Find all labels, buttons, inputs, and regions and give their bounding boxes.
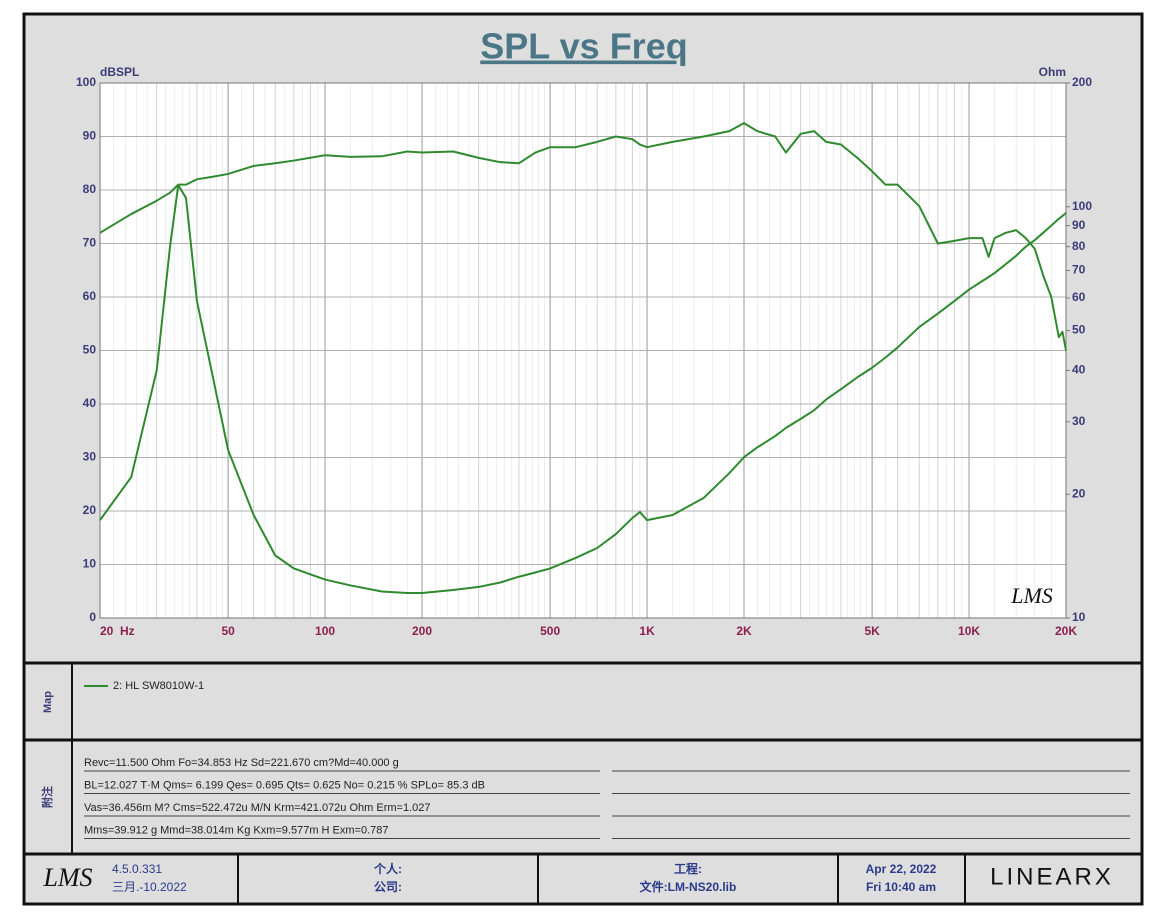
y-axis-label: dBSPL [100,65,139,79]
y2-tick-label: 200 [1072,75,1092,89]
x-tick-label: 200 [412,624,432,638]
y2-tick-label: 100 [1072,199,1092,213]
note-line: Revc=11.500 Ohm Fo=34.853 Hz Sd=221.670 … [84,757,399,769]
y2-tick-label: 70 [1072,263,1086,277]
brand: LINEARX [990,863,1114,890]
note-line: Vas=36.456m M? Cms=522.472u M/N Krm=421.… [84,802,430,814]
y-tick-label: 0 [89,610,96,624]
company: 公司: [374,880,402,894]
x-tick-label: 2K [736,624,752,638]
x-tick-label: 100 [315,624,335,638]
time: Fri 10:40 am [866,880,936,894]
y2-tick-label: 50 [1072,323,1086,337]
person: 个人: [373,861,402,876]
notes: Revc=11.500 Ohm Fo=34.853 Hz Sd=221.670 … [84,757,1130,839]
x-tick-label: 20 Hz [100,624,135,638]
y-tick-label: 20 [83,503,97,517]
footer-logo: LMS [42,863,92,892]
logo: LMS [1010,583,1053,608]
y2-tick-label: 40 [1072,363,1086,377]
x-tick-label: 50 [221,624,235,638]
date: Apr 22, 2022 [866,862,937,876]
y2-tick-label: 20 [1072,486,1086,500]
x-tick-label: 10K [958,624,980,638]
grid [99,82,1067,619]
build-date: 三月.-10.2022 [112,880,187,894]
y2-tick-label: 90 [1072,218,1086,232]
project: 工程: [674,861,702,876]
x-tick-label: 1K [639,624,655,638]
legend-label: 2: HL SW8010W-1 [113,680,204,692]
y-tick-label: 10 [83,557,97,571]
notes-label: 附注 [40,786,54,808]
y2-tick-label: 30 [1072,414,1086,428]
x-tick-label: 20K [1055,624,1077,638]
y-tick-label: 80 [83,182,97,196]
y2-tick-label: 60 [1072,290,1086,304]
series-line [99,122,1067,351]
y-tick-label: 100 [76,75,96,89]
y2-tick-label: 80 [1072,239,1086,253]
x-tick-label: 5K [864,624,880,638]
version: 4.5.0.331 [112,862,162,876]
y-tick-label: 50 [83,343,97,357]
chart-title: SPL vs Freq [480,26,687,67]
footer: LMS 4.5.0.331 三月.-10.2022 个人: 公司: 工程: 文件… [42,854,1114,904]
file: 文件:LM-NS20.lib [640,879,737,894]
series-line [99,183,1067,595]
note-line: Mms=39.912 g Mmd=38.014m Kg Kxm=9.577m H… [84,824,389,836]
y2-tick-label: 10 [1072,610,1086,624]
map-label: Map [42,691,54,713]
y-tick-label: 60 [83,289,97,303]
note-line: BL=12.027 T·M Qms= 6.199 Qes= 0.695 Qts=… [84,779,485,791]
x-tick-label: 500 [540,624,560,638]
y2-axis-label: Ohm [1039,65,1066,79]
y-tick-label: 90 [83,129,97,143]
y-tick-label: 40 [83,396,97,410]
y-tick-label: 30 [83,450,97,464]
y-tick-label: 70 [83,236,97,250]
